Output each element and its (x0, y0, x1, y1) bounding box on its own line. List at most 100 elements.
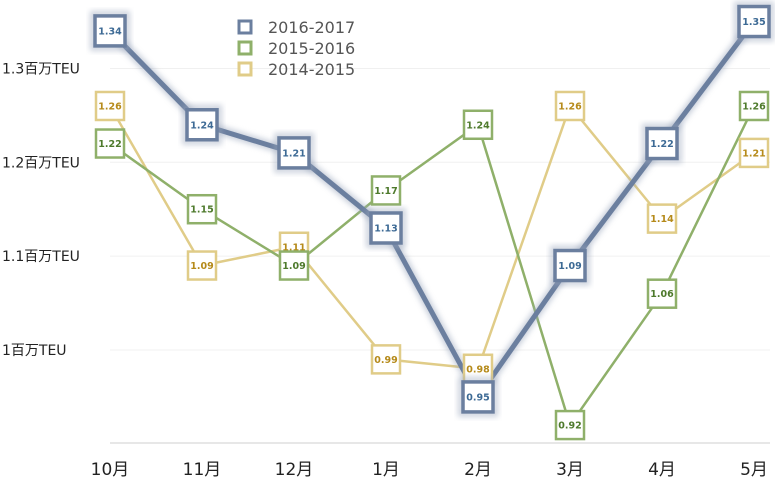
legend: 2016-2017 2015-2016 2014-2015 (237, 18, 355, 79)
data-label: 1.26 (98, 101, 122, 112)
data-point: 1.35 (734, 1, 774, 42)
data-label: 1.24 (190, 120, 214, 131)
legend-swatch (237, 40, 253, 56)
data-marker-glow (550, 245, 590, 286)
data-point: 1.26 (554, 90, 586, 122)
data-label: 1.34 (98, 26, 122, 37)
data-point: 0.99 (370, 344, 402, 375)
data-label: 1.35 (742, 17, 765, 28)
data-marker-glow (90, 10, 130, 51)
data-label: 1.13 (374, 223, 397, 234)
data-label: 1.09 (282, 261, 305, 272)
data-marker (94, 128, 126, 159)
data-marker (278, 250, 310, 281)
data-marker (646, 278, 678, 309)
data-marker (554, 90, 586, 122)
data-markers: 1.26 1.09 1.11 0.99 0.98 1.26 1.14 1.21 1.22 1.15… (90, 1, 774, 441)
data-point: 1.09 (186, 250, 218, 281)
data-point: 1.22 (94, 128, 126, 159)
data-marker (646, 203, 678, 234)
data-marker (370, 175, 402, 206)
series-line (108, 104, 755, 371)
data-marker (553, 248, 587, 283)
data-label: 1.09 (558, 261, 581, 272)
data-marker (186, 250, 218, 281)
data-label: 1.09 (190, 261, 213, 272)
y-tick-label: 1.1百万TEU (2, 249, 80, 265)
data-marker-glow (458, 376, 498, 417)
x-tick-label: 10月 (91, 460, 130, 480)
data-marker (645, 126, 679, 161)
data-label: 1.26 (742, 101, 766, 112)
data-label: 1.24 (466, 120, 490, 131)
data-point: 1.21 (274, 132, 314, 173)
data-point: 1.34 (90, 10, 130, 51)
data-label: 1.21 (742, 148, 765, 159)
data-marker (737, 4, 771, 39)
data-label: 0.95 (466, 392, 489, 403)
data-marker (94, 90, 126, 122)
data-label: 1.26 (558, 101, 582, 112)
data-point: 1.09 (278, 250, 310, 281)
data-label: 1.21 (282, 148, 305, 159)
axes: 1百万TEU 1.1百万TEU 1.2百万TEU 1.3百万TEU 10月 11月 12月 1… (2, 61, 770, 480)
data-marker (93, 14, 127, 48)
data-point: 1.26 (738, 90, 770, 122)
series-line (109, 105, 756, 427)
y-tick-label: 1.2百万TEU (2, 155, 80, 171)
x-tick-label: 5月 (740, 460, 768, 480)
data-marker-glow (274, 132, 314, 173)
data-marker (185, 108, 219, 142)
legend-swatch (237, 61, 253, 77)
x-tick-label: 11月 (183, 460, 222, 480)
x-tick-label: 4月 (648, 460, 676, 480)
data-marker-glow (642, 123, 682, 164)
data-point: 1.21 (738, 137, 770, 169)
y-tick-label: 1百万TEU (2, 343, 67, 359)
data-point: 1.24 (182, 104, 222, 145)
data-marker-glow (734, 1, 774, 42)
data-point: 1.09 (550, 245, 590, 286)
data-marker-glow (366, 207, 406, 248)
data-marker (370, 344, 402, 375)
data-marker (186, 193, 218, 225)
gridlines (110, 67, 770, 351)
data-marker (554, 409, 586, 441)
data-marker (277, 136, 311, 170)
data-point: 1.14 (646, 203, 678, 234)
data-label: 0.99 (374, 355, 397, 366)
data-label: 1.11 (282, 242, 305, 253)
legend-label: 2015-2016 (268, 39, 355, 58)
legend-label: 2016-2017 (268, 18, 355, 37)
data-point: 0.92 (554, 409, 586, 441)
data-label: 0.92 (558, 421, 581, 432)
data-point: 1.13 (366, 207, 406, 248)
data-point: 0.95 (458, 376, 498, 417)
data-marker (462, 109, 494, 141)
data-marker (369, 211, 403, 245)
x-tick-label: 2月 (464, 460, 492, 480)
data-marker-glow (182, 104, 222, 145)
data-point: 1.26 (94, 90, 126, 122)
x-tick-label: 12月 (275, 460, 314, 480)
data-label: 1.17 (374, 186, 397, 197)
data-point: 1.22 (642, 123, 682, 164)
data-label: 1.22 (650, 139, 673, 150)
data-label: 1.15 (190, 205, 213, 216)
data-point: 1.15 (186, 193, 218, 225)
data-label: 0.98 (466, 364, 490, 375)
data-point: 1.06 (646, 278, 678, 309)
data-label: 1.14 (650, 214, 674, 225)
data-label: 1.22 (98, 139, 121, 150)
data-marker (738, 90, 770, 122)
data-point: 1.17 (370, 175, 402, 206)
data-marker (738, 137, 770, 169)
data-point: 1.24 (462, 109, 494, 141)
x-tick-label: 3月 (556, 460, 584, 480)
data-label: 1.06 (650, 289, 674, 300)
legend-label: 2014-2015 (268, 60, 355, 79)
data-marker (461, 380, 495, 414)
y-tick-label: 1.3百万TEU (2, 61, 80, 77)
x-tick-label: 1月 (372, 460, 400, 480)
